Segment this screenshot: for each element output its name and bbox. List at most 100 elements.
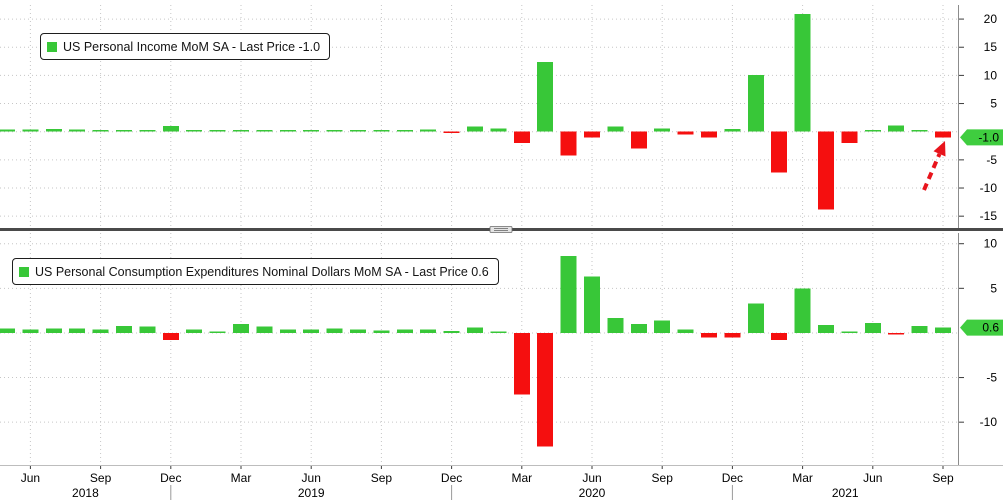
legend-label: US Personal Consumption Expenditures Nom… (35, 264, 489, 279)
legend-pce: US Personal Consumption Expenditures Nom… (12, 258, 499, 285)
income-bar-2021-06 (864, 130, 881, 132)
bars (0, 14, 951, 447)
income-bar-2021-01 (747, 74, 764, 132)
income-bar-2019-05 (279, 130, 296, 132)
pce-bar-2020-05 (560, 256, 577, 333)
income-bar-2019-10 (396, 130, 413, 132)
x-tick-label: Dec (722, 471, 743, 485)
income-y-tick-label: 5 (990, 97, 997, 111)
income-bar-2021-04 (818, 131, 834, 210)
income-bar-2018-06 (22, 129, 39, 132)
pce-bar-2019-11 (420, 329, 437, 333)
income-bar-2019-12 (443, 131, 460, 134)
pce-y-tick-label: -10 (980, 415, 998, 429)
annotation-arrow (922, 141, 946, 191)
pce-bar-2020-04 (537, 332, 554, 447)
income-bar-2020-12 (724, 128, 741, 132)
income-bar-2019-03 (233, 130, 249, 132)
annotation-arrow-head (933, 141, 946, 157)
income-bar-2019-09 (373, 130, 390, 132)
panel-divider-handle[interactable] (489, 226, 513, 233)
income-bar-2018-09 (92, 130, 109, 132)
pce-bar-2018-10 (116, 325, 132, 333)
x-tick-label: Mar (231, 471, 252, 485)
pce-bar-2020-11 (701, 332, 717, 338)
legend-label: US Personal Income MoM SA - Last Price -… (63, 39, 321, 54)
pce-bar-2020-09 (654, 320, 671, 333)
income-bar-2018-10 (116, 130, 132, 132)
income-bar-2018-11 (139, 130, 156, 132)
pce-bar-2018-06 (22, 329, 39, 333)
income-y-tick-label: 15 (984, 40, 998, 54)
income-bar-2019-08 (350, 130, 366, 132)
income-bar-2019-07 (326, 130, 343, 132)
x-tick-label: Dec (160, 471, 181, 485)
x-year-label: 2020 (579, 486, 606, 500)
legend-swatch (19, 266, 29, 277)
pce-bar-2018-09 (92, 329, 109, 333)
income-bar-2020-02 (490, 128, 507, 132)
x-tick-label: Dec (441, 471, 462, 485)
x-tick-label: Jun (863, 471, 882, 485)
income-bar-2021-07 (888, 125, 905, 132)
pce-bar-2019-06 (303, 329, 320, 333)
income-bar-2020-06 (584, 131, 600, 138)
pce-bar-2021-09 (935, 327, 951, 333)
income-bar-2021-08 (911, 130, 928, 132)
pce-bar-2019-04 (256, 326, 273, 333)
income-y-tick-label: -10 (980, 181, 998, 195)
income-last-price-marker (960, 129, 1003, 146)
pce-bar-2019-01 (186, 329, 203, 333)
pce-y-tick-label: -5 (986, 371, 997, 385)
income-bar-2021-02 (771, 131, 788, 173)
x-year-label: 2018 (72, 486, 99, 500)
income-bar-2020-01 (467, 126, 483, 132)
pce-bar-2021-06 (864, 323, 881, 333)
pce-bar-2019-02 (209, 331, 226, 333)
income-bar-2021-03 (794, 14, 811, 132)
pce-bar-2018-11 (139, 326, 156, 333)
x-tick-label: Sep (90, 471, 112, 485)
pce-bar-2020-10 (677, 329, 694, 333)
pce-bar-2020-01 (467, 327, 483, 333)
income-y-tick-label: -5 (986, 153, 997, 167)
pce-bar-2021-02 (771, 332, 788, 341)
x-tick-label: Jun (21, 471, 40, 485)
income-bar-2018-05 (0, 129, 15, 132)
pce-bar-2018-07 (45, 328, 62, 333)
income-bar-2020-07 (607, 126, 624, 132)
income-bar-2019-06 (303, 130, 320, 132)
legend-swatch (47, 41, 57, 52)
income-y-tick-label: 10 (984, 68, 998, 82)
income-bar-2020-04 (537, 61, 554, 132)
pce-bar-2020-06 (584, 276, 600, 333)
x-tick-label: Mar (792, 471, 813, 485)
pce-bar-2019-08 (350, 329, 366, 333)
income-bar-2019-01 (186, 130, 203, 132)
x-tick-label: Mar (511, 471, 532, 485)
legend-income: US Personal Income MoM SA - Last Price -… (40, 33, 331, 60)
income-bar-2019-04 (256, 130, 273, 132)
pce-bar-2020-12 (724, 332, 741, 338)
x-tick-label: Sep (652, 471, 674, 485)
income-bar-2018-08 (69, 129, 86, 132)
pce-bar-2019-07 (326, 328, 343, 333)
pce-bar-2018-05 (0, 328, 15, 333)
pce-bar-2019-10 (396, 329, 413, 333)
income-bar-2020-03 (513, 131, 530, 143)
pce-bar-2019-05 (279, 329, 296, 333)
pce-bar-2019-03 (233, 324, 249, 333)
annotation-arrow-shaft (922, 153, 942, 191)
income-y-tick-label: -15 (980, 209, 998, 223)
income-y-tick-label: 20 (984, 12, 998, 26)
pce-bar-2020-02 (490, 331, 507, 333)
pce-bar-2021-05 (841, 331, 858, 333)
pce-bar-2018-12 (162, 332, 179, 341)
pce-bar-2020-08 (630, 324, 647, 333)
axes: 20 15 10 5 -5 -10 -15 -1.0 10 5 -5 -10 0.6 Jun Sep Dec M… (21, 5, 1003, 500)
x-year-label: 2021 (832, 486, 859, 500)
panel-divider[interactable] (0, 226, 1003, 233)
